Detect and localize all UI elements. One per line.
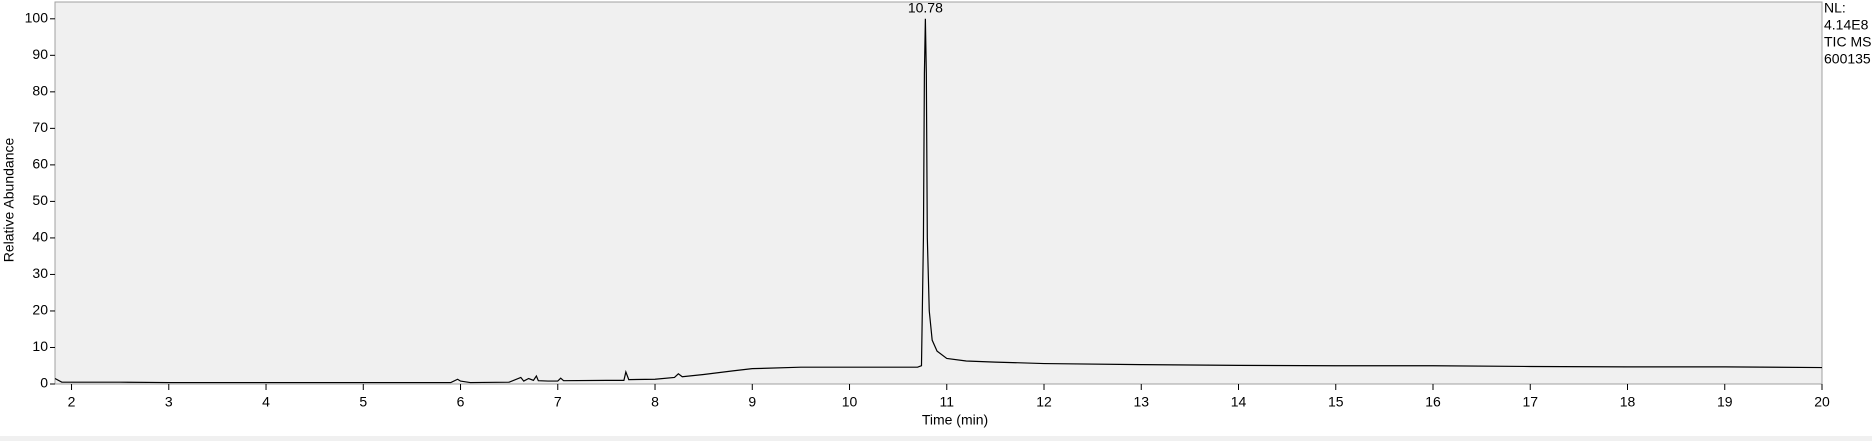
x-tick-label: 15 (1328, 394, 1344, 410)
info-text: TIC MS (1824, 34, 1871, 50)
y-tick-label: 80 (32, 83, 48, 99)
trace (54, 18, 1823, 384)
x-tick-label: 20 (1814, 394, 1830, 410)
info-text: 600135 (1824, 51, 1871, 67)
x-tick-label: 12 (1036, 394, 1052, 410)
y-axis-label: Relative Abundance (1, 138, 17, 263)
x-axis-label: Time (min) (922, 412, 988, 428)
x-tick-label: 8 (651, 394, 659, 410)
y-tick-label: 90 (32, 46, 48, 62)
info-text: NL: (1824, 0, 1846, 16)
y-tick-label: 100 (25, 10, 49, 26)
x-tick-label: 11 (939, 394, 954, 410)
y-tick-label: 20 (32, 302, 48, 318)
x-tick-label: 17 (1522, 394, 1538, 410)
y-tick-label: 60 (32, 156, 48, 172)
bottom-strip (0, 436, 1872, 441)
x-tick-label: 6 (457, 394, 465, 410)
x-tick-label: 19 (1717, 394, 1733, 410)
x-tick-label: 13 (1133, 394, 1149, 410)
x-tick-label: 2 (68, 394, 76, 410)
x-tick-label: 5 (359, 394, 367, 410)
x-tick-label: 3 (165, 394, 173, 410)
y-tick-label: 30 (32, 265, 48, 281)
x-tick-label: 18 (1620, 394, 1636, 410)
y-tick-label: 0 (40, 375, 48, 391)
plot-area (54, 1, 1823, 385)
x-tick-label: 16 (1425, 394, 1441, 410)
info-text: 4.14E8 (1824, 17, 1869, 33)
y-tick-label: 10 (32, 338, 48, 354)
x-tick-label: 14 (1231, 394, 1247, 410)
peak-label: 10.78 (908, 0, 943, 16)
x-tick-label: 10 (842, 394, 858, 410)
y-tick-label: 40 (32, 229, 48, 245)
y-tick-label: 70 (32, 119, 48, 135)
x-tick-label: 7 (554, 394, 562, 410)
x-tick-label: 4 (262, 394, 270, 410)
y-tick-label: 50 (32, 192, 48, 208)
x-tick-label: 9 (748, 394, 756, 410)
